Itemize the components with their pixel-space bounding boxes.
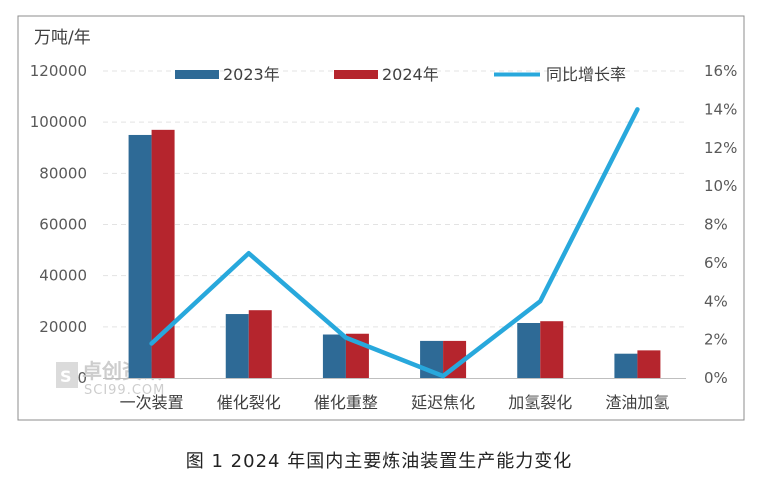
bar-2023: [322, 334, 346, 378]
left-tick-label: 80000: [39, 164, 87, 182]
right-tick-label: 0%: [704, 369, 728, 387]
left-axis-unit: 万吨/年: [34, 28, 91, 48]
legend-label-growth: 同比增长率: [546, 65, 626, 84]
bar-2023: [128, 134, 152, 378]
category-label: 加氢裂化: [508, 393, 572, 412]
legend-label-2023: 2023年: [223, 65, 280, 84]
bar-2024: [151, 129, 175, 378]
right-tick-label: 16%: [704, 62, 737, 80]
legend-swatch-2023: [175, 70, 219, 79]
bar-2024: [248, 310, 272, 378]
right-tick-label: 14%: [704, 100, 737, 118]
figure-caption: 图 1 2024 年国内主要炼油装置生产能力变化: [186, 451, 572, 472]
left-tick-label: 120000: [30, 62, 87, 80]
growth-line-group: [149, 107, 640, 379]
right-tick-label: 6%: [704, 254, 728, 272]
bar-2024: [443, 340, 467, 378]
bar-2024: [637, 350, 661, 378]
category-label: 渣油加氢: [605, 393, 669, 412]
category-labels: 一次装置 催化裂化 催化重整 延迟焦化 加氢裂化 渣油加氢: [120, 393, 670, 412]
right-tick-label: 12%: [704, 139, 737, 157]
bar-group: [128, 129, 661, 378]
watermark-subtext: SCI99.COM: [84, 383, 165, 398]
legend-label-2024: 2024年: [382, 65, 439, 84]
legend: 2023年 2024年 同比增长率: [175, 65, 626, 84]
legend-swatch-2024: [334, 70, 378, 79]
category-label: 延迟焦化: [411, 393, 475, 412]
left-tick-label: 20000: [39, 318, 87, 336]
right-tick-label: 2%: [704, 331, 728, 349]
right-tick-label: 4%: [704, 292, 728, 310]
category-label: 催化重整: [314, 393, 378, 412]
growth-rate-line: [149, 107, 640, 379]
left-tick-label: 0: [77, 369, 87, 387]
watermark-logo-box: [56, 362, 78, 388]
left-tick-label: 40000: [39, 267, 87, 285]
bar-2023: [225, 314, 249, 378]
left-tick-label: 60000: [39, 216, 87, 234]
left-tick-label: 100000: [30, 113, 87, 131]
category-label: 一次装置: [120, 393, 184, 412]
right-tick-label: 8%: [704, 216, 728, 234]
right-tick-label: 10%: [704, 177, 737, 195]
bar-2023: [517, 322, 541, 378]
category-label: 催化裂化: [217, 393, 281, 412]
bar-2023: [614, 353, 638, 378]
left-axis-ticks: 0 20000 40000 60000 80000 100000 120000: [30, 62, 87, 387]
bar-2024: [540, 321, 564, 378]
right-axis-ticks: 0% 2% 4% 6% 8% 10% 12% 14% 16%: [704, 62, 737, 387]
grid-lines: [103, 70, 686, 328]
watermark-logo-letter: S: [60, 367, 72, 386]
